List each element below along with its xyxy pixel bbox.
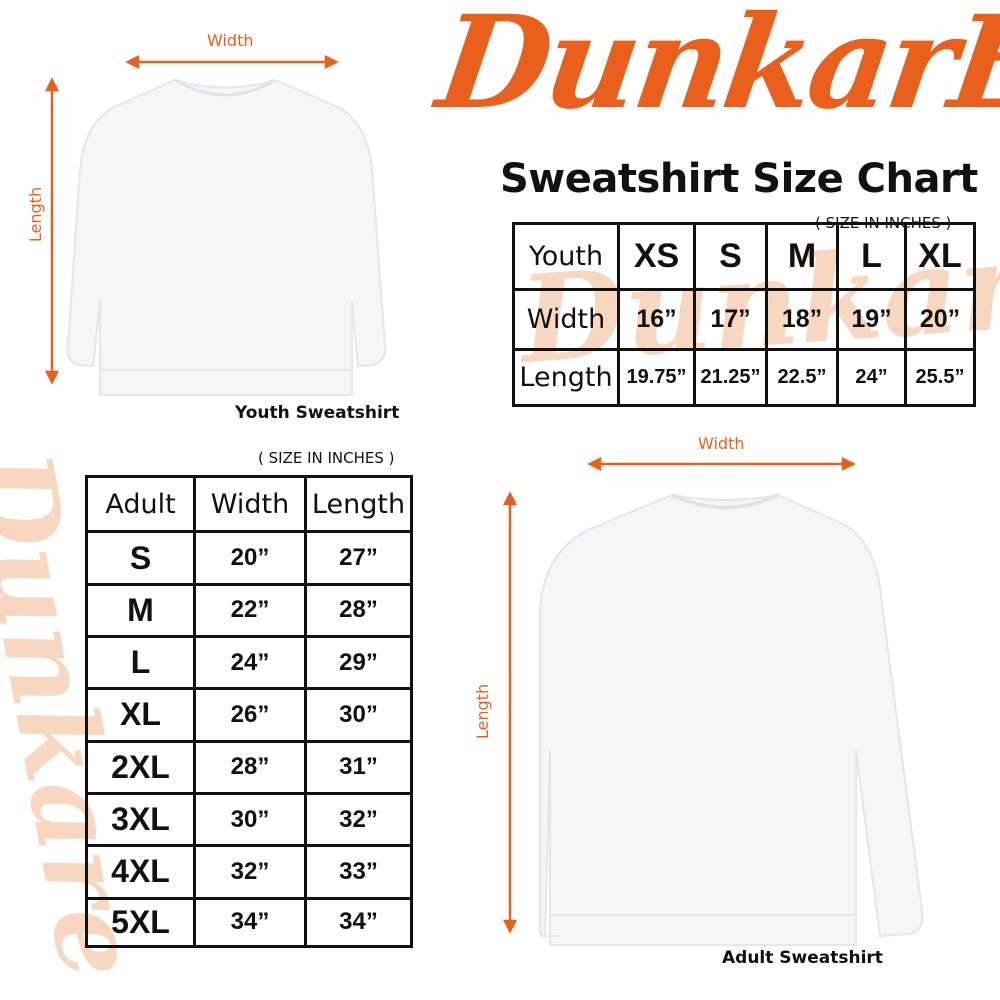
adult-unit-note: ( SIZE IN INCHES ) <box>258 449 395 467</box>
table-row: S 20” 27” <box>85 530 413 586</box>
table-cell: 27” <box>304 530 413 586</box>
table-cell: 32” <box>193 844 307 900</box>
table-header-row: Adult Width Length <box>85 474 413 534</box>
table-cell: L <box>85 634 196 691</box>
table-cell: 31” <box>304 739 413 795</box>
youth-size-table: Youth XS S M L XL Width 16” 17” 18” 19” … <box>512 221 976 408</box>
length-arrow <box>502 491 518 934</box>
table-row: XL 26” 30” <box>85 687 413 743</box>
table-row: 2XL 28” 31” <box>85 739 413 795</box>
table-cell: 16” <box>617 288 696 351</box>
table-header-cell: Adult <box>85 474 196 534</box>
table-header-cell: Youth <box>512 221 620 292</box>
table-cell: 19” <box>836 288 907 351</box>
table-cell: 5XL <box>85 896 196 949</box>
table-cell: 28” <box>304 582 413 639</box>
table-cell: 4XL <box>85 844 196 900</box>
table-cell: 20” <box>193 530 307 586</box>
table-row: Width 16” 17” 18” 19” 20” <box>512 288 976 351</box>
table-header-cell: XL <box>904 221 976 292</box>
table-cell: 3XL <box>85 791 196 848</box>
table-row: 4XL 32” 33” <box>85 844 413 900</box>
table-cell: 34” <box>193 896 307 949</box>
width-arrow <box>125 54 339 70</box>
table-cell: XL <box>85 687 196 743</box>
table-cell: 20” <box>904 288 976 351</box>
adult-width-label: Width <box>698 434 745 453</box>
page-title: Sweatshirt Size Chart <box>500 156 978 202</box>
table-cell: 30” <box>304 687 413 743</box>
table-header-cell: Length <box>304 474 413 534</box>
brand-logo: DunkarE <box>429 0 1000 138</box>
table-cell: 26” <box>193 687 307 743</box>
table-header-cell: Width <box>193 474 307 534</box>
table-cell: 34” <box>304 896 413 949</box>
table-header-row: Youth XS S M L XL <box>512 221 976 292</box>
table-row: L 24” 29” <box>85 634 413 691</box>
table-header-cell: M <box>765 221 839 292</box>
table-row: Length 19.75” 21.25” 22.5” 24” 25.5” <box>512 347 976 408</box>
width-arrow <box>587 456 856 472</box>
table-row: 5XL 34” 34” <box>85 896 413 949</box>
length-arrow <box>44 77 60 385</box>
youth-caption: Youth Sweatshirt <box>235 403 400 423</box>
table-cell: 21.25” <box>693 347 768 408</box>
table-header-cell: XS <box>617 221 696 292</box>
table-cell: 25.5” <box>904 347 976 408</box>
table-cell: 22” <box>193 582 307 639</box>
table-cell: M <box>85 582 196 639</box>
adult-length-label: Length <box>473 683 493 740</box>
table-header-cell: L <box>836 221 907 292</box>
youth-width-label: Width <box>207 31 254 50</box>
table-cell: 24” <box>836 347 907 408</box>
table-cell: S <box>85 530 196 586</box>
table-cell: 29” <box>304 634 413 691</box>
table-cell: 2XL <box>85 739 196 795</box>
adult-size-table: Adult Width Length S 20” 27” M 22” 28” L 24” 29”… <box>85 474 413 949</box>
table-cell: 22.5” <box>765 347 839 408</box>
table-cell: 19.75” <box>617 347 696 408</box>
table-header-cell: S <box>693 221 768 292</box>
table-cell: 33” <box>304 844 413 900</box>
adult-caption: Adult Sweatshirt <box>722 948 883 968</box>
table-cell: 28” <box>193 739 307 795</box>
table-cell: 32” <box>304 791 413 848</box>
table-cell: 24” <box>193 634 307 691</box>
table-cell: 30” <box>193 791 307 848</box>
adult-sweatshirt-image <box>502 456 924 946</box>
table-cell: Length <box>512 347 620 408</box>
table-row: M 22” 28” <box>85 582 413 639</box>
table-row: 3XL 30” 32” <box>85 791 413 848</box>
table-cell: 17” <box>693 288 768 351</box>
youth-length-label: Length <box>26 186 46 243</box>
table-cell: 18” <box>765 288 839 351</box>
table-cell: Width <box>512 288 620 351</box>
youth-sweatshirt-image <box>44 54 387 396</box>
